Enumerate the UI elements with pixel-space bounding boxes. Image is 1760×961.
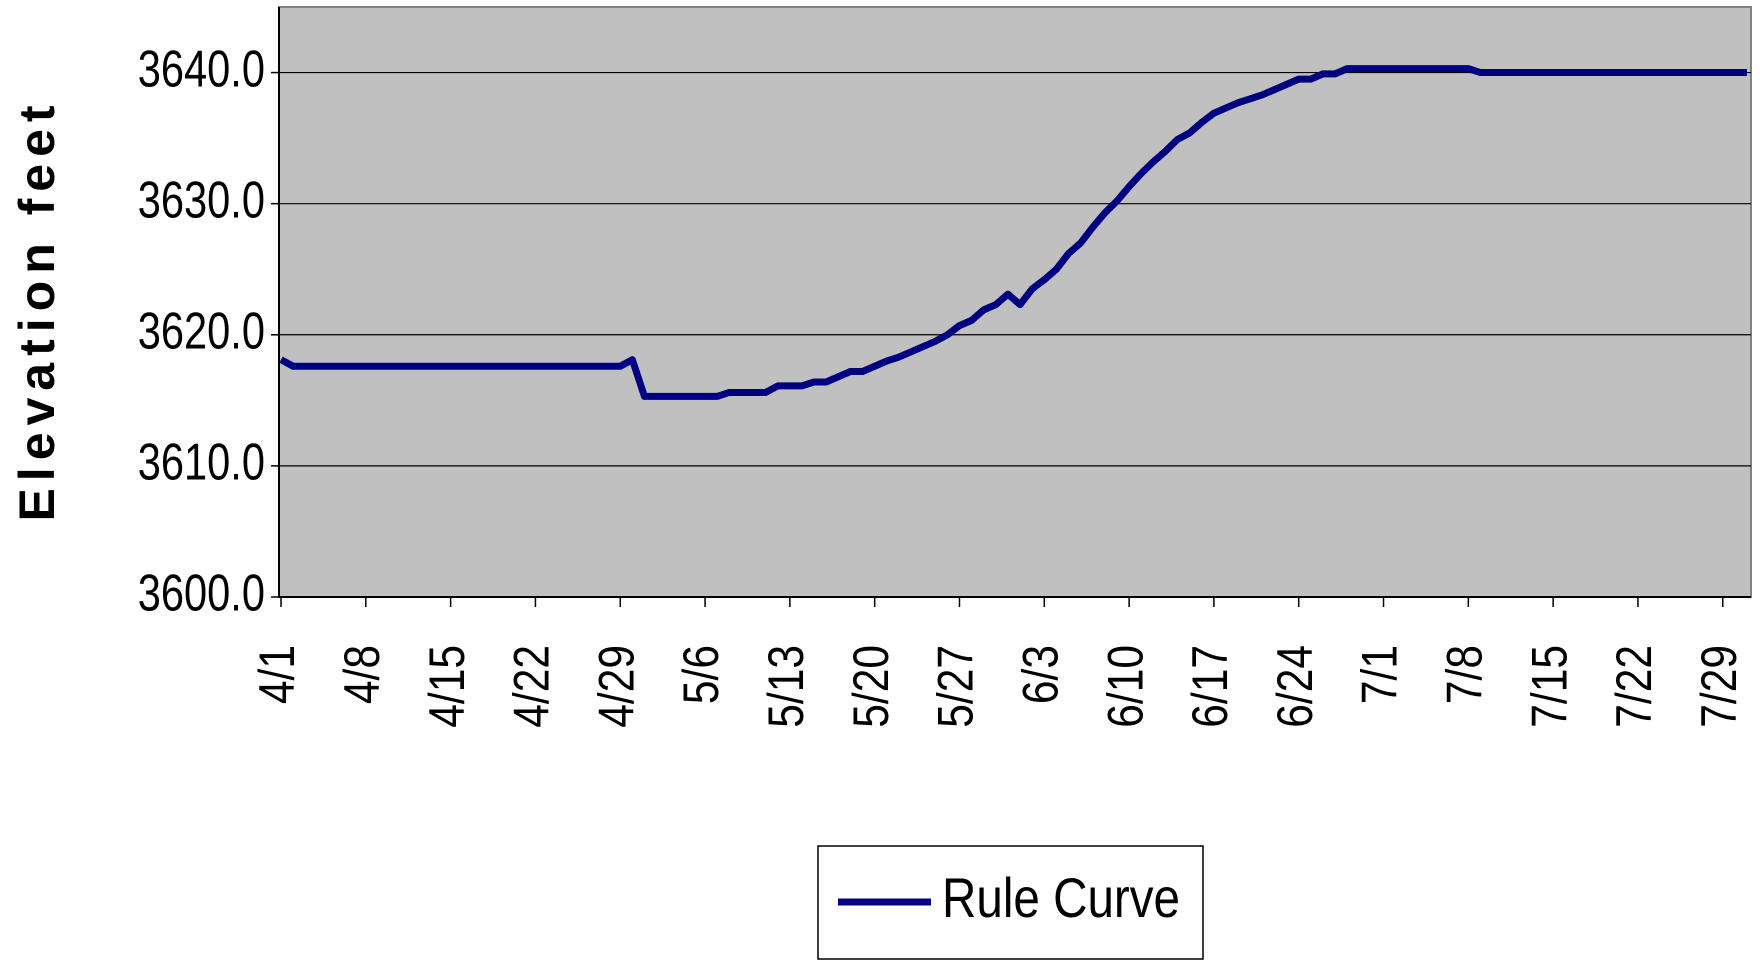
data-line [279,65,1747,400]
legend-label: Rule Curve [942,867,1180,929]
x-tick-label: 4/29 [588,645,644,728]
y-tick-label: 3640.0 [138,39,265,98]
x-tick-label: 7/1 [1351,645,1407,704]
y-tick-label: 3630.0 [138,170,265,229]
x-tick-label: 4/22 [503,645,559,728]
x-tick-label: 6/3 [1012,645,1068,704]
x-tick-label: 5/6 [673,645,729,704]
x-tick-label: 6/24 [1267,645,1323,728]
x-tick-label: 4/1 [249,645,305,704]
x-tick-label: 7/8 [1436,645,1492,704]
x-tick-label: 6/17 [1182,645,1238,728]
x-tick-label: 5/27 [927,645,983,728]
x-tick-label: 4/15 [419,645,475,728]
x-tick-label: 5/20 [843,645,899,728]
y-tick-label: 3610.0 [138,432,265,491]
x-tick-label: 7/22 [1606,645,1662,728]
x-tick-label: 7/29 [1691,645,1747,728]
x-tick-label: 5/13 [758,645,814,728]
x-tick-label: 7/15 [1521,645,1577,728]
y-tick-label: 3600.0 [138,563,265,622]
x-tick-label: 6/10 [1097,645,1153,728]
x-tick-label: 4/8 [334,645,390,704]
y-tick-label: 3620.0 [138,301,265,360]
y-axis-title: Elevation feet [9,98,65,521]
